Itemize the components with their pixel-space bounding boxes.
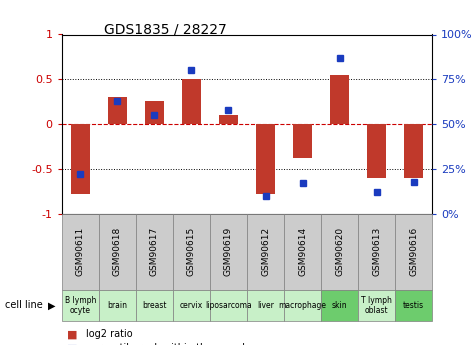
Text: GSM90619: GSM90619 xyxy=(224,227,233,276)
Text: cervix: cervix xyxy=(180,301,203,310)
Text: GSM90620: GSM90620 xyxy=(335,227,344,276)
Text: macrophage: macrophage xyxy=(278,301,327,310)
Text: GSM90615: GSM90615 xyxy=(187,227,196,276)
Text: liver: liver xyxy=(257,301,274,310)
Text: log2 ratio: log2 ratio xyxy=(86,329,132,339)
Text: GSM90611: GSM90611 xyxy=(76,227,85,276)
Text: T lymph
oblast: T lymph oblast xyxy=(361,296,392,315)
Bar xyxy=(405,124,423,178)
Bar xyxy=(145,101,163,124)
Bar xyxy=(219,115,238,124)
Text: ▶: ▶ xyxy=(48,300,55,310)
Text: ■: ■ xyxy=(66,329,77,339)
Text: GSM90613: GSM90613 xyxy=(372,227,381,276)
Text: breast: breast xyxy=(142,301,167,310)
Bar xyxy=(71,124,89,194)
Text: GSM90612: GSM90612 xyxy=(261,227,270,276)
Bar xyxy=(256,124,275,194)
Bar xyxy=(368,124,386,178)
Text: liposarcoma: liposarcoma xyxy=(205,301,252,310)
Text: GDS1835 / 28227: GDS1835 / 28227 xyxy=(104,22,227,37)
Text: B lymph
ocyte: B lymph ocyte xyxy=(65,296,96,315)
Text: GSM90617: GSM90617 xyxy=(150,227,159,276)
Text: GSM90616: GSM90616 xyxy=(409,227,418,276)
Text: testis: testis xyxy=(403,301,424,310)
Bar xyxy=(293,124,312,158)
Text: ■: ■ xyxy=(66,343,77,345)
Text: GSM90614: GSM90614 xyxy=(298,227,307,276)
Text: brain: brain xyxy=(107,301,127,310)
Text: skin: skin xyxy=(332,301,347,310)
Text: GSM90618: GSM90618 xyxy=(113,227,122,276)
Bar xyxy=(108,97,126,124)
Bar xyxy=(182,79,201,124)
Text: cell line: cell line xyxy=(5,300,42,310)
Text: percentile rank within the sample: percentile rank within the sample xyxy=(86,343,250,345)
Bar xyxy=(331,75,349,124)
